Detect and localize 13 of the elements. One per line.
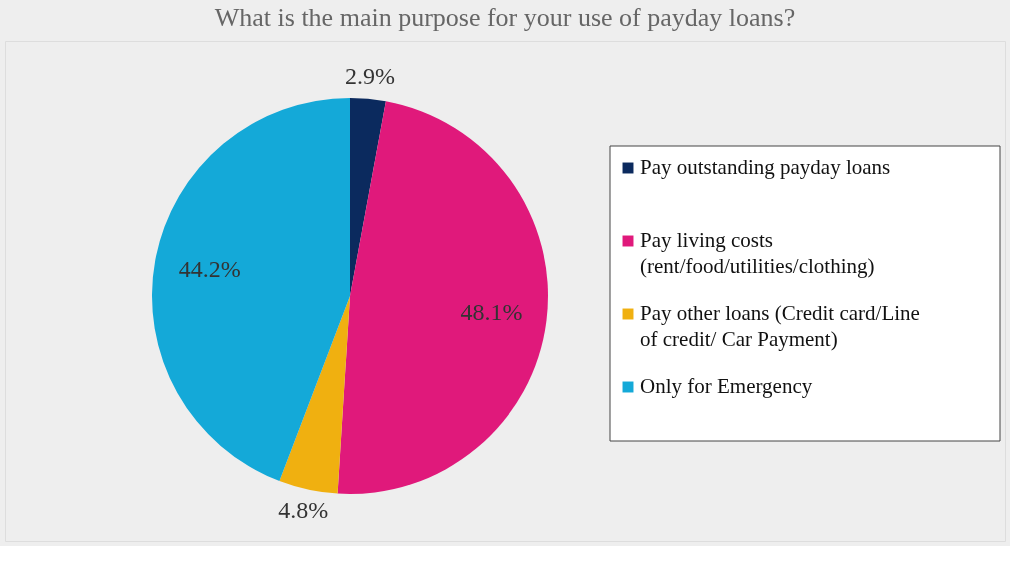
pie-slice: [337, 101, 548, 494]
data-label: 4.8%: [278, 497, 329, 523]
data-label: 48.1%: [460, 299, 523, 326]
pie-slice: [279, 296, 350, 494]
legend-label: Pay other loans (Credit card/Line of credit/ Car Payment): [640, 301, 920, 351]
legend-label: Pay outstanding payday loans: [640, 155, 891, 179]
pie-slice: [152, 98, 350, 481]
chart-title: What is the main purpose for your use of payday loans?: [214, 3, 796, 32]
pie-slice: [350, 98, 386, 296]
data-label: 2.9%: [345, 62, 396, 89]
legend-label: Only for Emergency: [640, 374, 813, 398]
data-label: 44.2%: [178, 256, 241, 283]
legend-label: Pay living costs (rent/food/utilities/clothing): [640, 228, 875, 278]
